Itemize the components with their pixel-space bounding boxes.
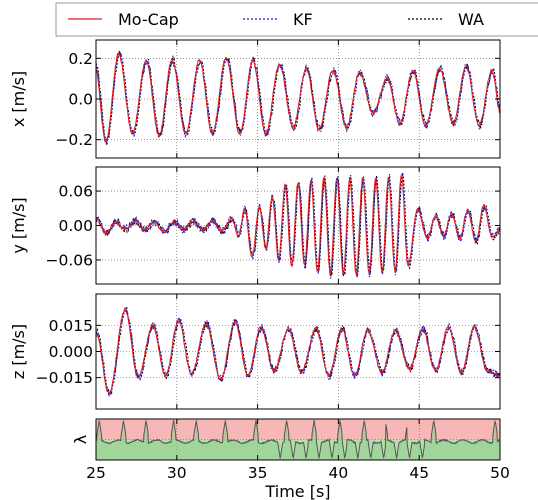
- x-tick-label: 50: [490, 464, 510, 482]
- lambda-area: [96, 420, 500, 460]
- series-line-mocap-x: [96, 51, 500, 143]
- legend-label: Mo-Cap: [118, 10, 179, 29]
- y-tick-label: −0.06: [46, 251, 94, 269]
- panel-frame: [95, 418, 501, 461]
- series-line-wa-x: [96, 50, 500, 146]
- y-tick-label: 0.2: [68, 50, 93, 68]
- legend-entry-3: WA: [408, 10, 484, 29]
- y-axis-label-z: z [m/s]: [9, 324, 28, 379]
- x-tick-label: 30: [167, 464, 187, 482]
- x-tick-label: 40: [329, 464, 349, 482]
- legend: Mo-Cap KF WA: [55, 2, 538, 37]
- series-line-mocap-z: [96, 307, 500, 394]
- y-tick-label: 0.06: [58, 183, 93, 201]
- lambda-region-high: [96, 419, 500, 440]
- panel-lambda: 25 30 35 40 45 50 λ: [71, 418, 510, 482]
- y-tick-label: 0.0: [68, 91, 93, 109]
- x-tick-label: 25: [86, 464, 106, 482]
- legend-entry-1: Mo-Cap: [68, 10, 179, 29]
- legend-label: KF: [293, 10, 313, 29]
- legend-box: [55, 2, 538, 37]
- y-tick-label: 0.015: [49, 317, 93, 335]
- legend-label: WA: [458, 10, 484, 29]
- series-line-wa-y: [96, 173, 500, 278]
- y-axis-label-y: y [m/s]: [9, 197, 28, 253]
- series-line-mocap-y: [96, 174, 500, 276]
- x-axis-label: Time [s]: [264, 482, 330, 500]
- legend-entry-2: KF: [243, 10, 313, 29]
- panel-y: 0.06 0.00 −0.06 y [m/s]: [9, 166, 501, 285]
- x-tick-label: 45: [409, 464, 429, 482]
- y-tick-label: −0.2: [55, 131, 93, 149]
- x-tick-label: 35: [248, 464, 268, 482]
- lambda-line: [96, 419, 500, 459]
- chart-panels: 0.20.0−0.2x [m/s]0.060.00−0.06y [m/s]0.0…: [9, 39, 510, 482]
- panel-x: 0.2 0.0 −0.2 x [m/s]: [9, 39, 501, 159]
- y-tick-label: −0.015: [36, 369, 93, 387]
- y-tick-label: 0.000: [49, 343, 93, 361]
- y-axis-label-lambda: λ: [71, 435, 90, 444]
- y-tick-label: 0.00: [58, 217, 93, 235]
- y-axis-label-x: x [m/s]: [9, 71, 28, 127]
- panel-z: 0.015 0.000 −0.015 z [m/s]: [9, 293, 501, 410]
